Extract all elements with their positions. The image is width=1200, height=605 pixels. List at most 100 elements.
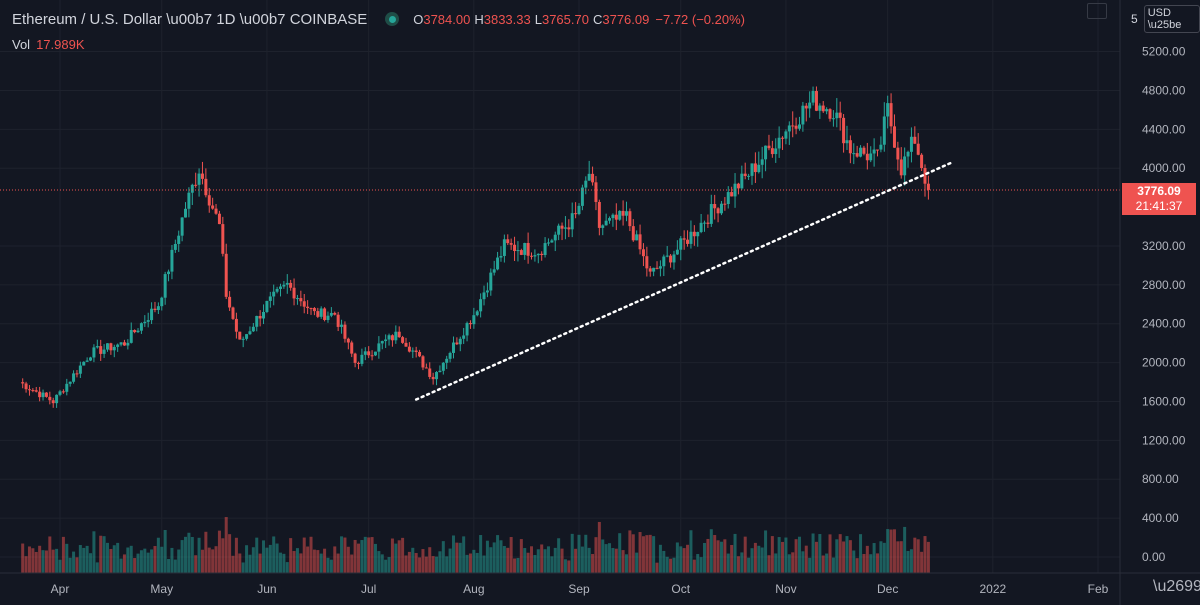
volume-bar xyxy=(862,553,866,573)
volume-bar xyxy=(655,562,659,573)
candle-body xyxy=(363,351,367,355)
volume-bar xyxy=(251,547,255,573)
volume-value: 17.989K xyxy=(36,37,85,52)
candle-body xyxy=(492,269,496,273)
candles xyxy=(21,86,930,408)
volume-bar xyxy=(462,536,466,573)
volume-bar xyxy=(777,537,781,573)
candle-body xyxy=(241,338,245,340)
volume-bar xyxy=(499,540,503,573)
candle-body xyxy=(282,284,286,287)
volume-bar xyxy=(329,559,333,573)
volume-bar xyxy=(139,550,143,573)
volume-bar xyxy=(563,559,567,573)
volume-bar xyxy=(543,549,547,573)
volume-bar xyxy=(390,538,394,573)
market-status-dot-icon[interactable] xyxy=(385,12,400,26)
candle-body xyxy=(373,351,377,356)
volume-bar xyxy=(618,533,622,573)
candle-body xyxy=(65,383,69,392)
candle-body xyxy=(85,360,89,362)
candle-body xyxy=(641,249,645,257)
volume-bar xyxy=(791,552,795,573)
volume-bar xyxy=(716,540,720,573)
volume-bar xyxy=(533,554,537,573)
candle-body xyxy=(852,153,856,155)
volume-bar xyxy=(682,548,686,573)
candle-body xyxy=(713,204,717,209)
candle-body xyxy=(787,125,791,132)
volume-bar xyxy=(377,551,381,573)
candle-body xyxy=(896,147,900,160)
volume-bar xyxy=(458,542,462,573)
volume-bar xyxy=(842,541,846,573)
candle-body xyxy=(112,346,116,351)
volume-bar xyxy=(340,536,344,573)
gear-icon[interactable]: \u2699 xyxy=(1153,578,1200,596)
candle-body xyxy=(740,173,744,189)
candle-body xyxy=(167,271,171,275)
time-tick-label: Jul xyxy=(361,582,376,596)
volume-bar xyxy=(706,538,710,573)
candle-body xyxy=(499,255,503,258)
volume-bar xyxy=(662,550,666,573)
price-tick-label: 3200.00 xyxy=(1142,239,1186,253)
volume-bar xyxy=(143,548,147,573)
volume-bar xyxy=(916,539,920,573)
candle-body xyxy=(217,213,221,225)
volume-bar xyxy=(594,537,598,573)
candle-body xyxy=(468,323,472,325)
candle-body xyxy=(350,342,354,354)
volume-bar xyxy=(753,542,757,573)
volume-bar xyxy=(285,562,289,573)
candle-body xyxy=(611,214,615,219)
volume-bar xyxy=(160,546,164,573)
volume-bar xyxy=(906,550,910,573)
volume-bar xyxy=(258,553,262,573)
volume-bar xyxy=(923,536,927,573)
volume-bar xyxy=(686,544,690,573)
price-tick-label: 2000.00 xyxy=(1142,356,1186,370)
volume-bar xyxy=(184,536,188,573)
volume-legend[interactable]: Vol 17.989K xyxy=(12,37,85,52)
candle-body xyxy=(923,168,927,184)
price-tick-label: 4000.00 xyxy=(1142,161,1186,175)
volume-bar xyxy=(903,526,907,573)
price-tick-label: 4800.00 xyxy=(1142,83,1186,97)
candle-body xyxy=(458,338,462,345)
candle-body xyxy=(475,311,479,316)
volume-bar xyxy=(692,559,696,573)
candle-body xyxy=(431,376,435,380)
symbol-title[interactable]: Ethereum / U.S. Dollar \u00b7 1D \u00b7 … xyxy=(12,10,368,28)
volume-bar xyxy=(312,549,316,573)
candle-body xyxy=(614,214,618,220)
volume-bar xyxy=(428,547,432,573)
time-tick-label: Feb xyxy=(1088,582,1109,596)
candle-body xyxy=(340,324,344,327)
volume-bar xyxy=(350,554,354,573)
candle-body xyxy=(421,356,425,368)
candle-body xyxy=(285,282,289,285)
volume-bar xyxy=(72,551,76,573)
currency-selector[interactable]: USD \u25be xyxy=(1143,5,1200,33)
candle-body xyxy=(584,180,588,188)
volume-bar xyxy=(608,543,612,573)
volume-bar xyxy=(65,543,69,573)
volume-bar xyxy=(502,546,506,573)
volume-bar xyxy=(336,553,340,573)
volume-bar xyxy=(326,557,330,573)
candle-body xyxy=(319,308,323,317)
volume-bar xyxy=(577,534,581,573)
candle-body xyxy=(791,125,795,127)
volume-bar xyxy=(401,537,405,573)
candle-body xyxy=(862,147,866,154)
volume-bar xyxy=(835,539,839,573)
volume-bar xyxy=(153,546,157,573)
price-tick-label: 800.00 xyxy=(1142,472,1179,486)
maximize-button[interactable] xyxy=(1087,3,1107,19)
volume-bar xyxy=(475,552,479,573)
candle-body xyxy=(170,249,174,272)
